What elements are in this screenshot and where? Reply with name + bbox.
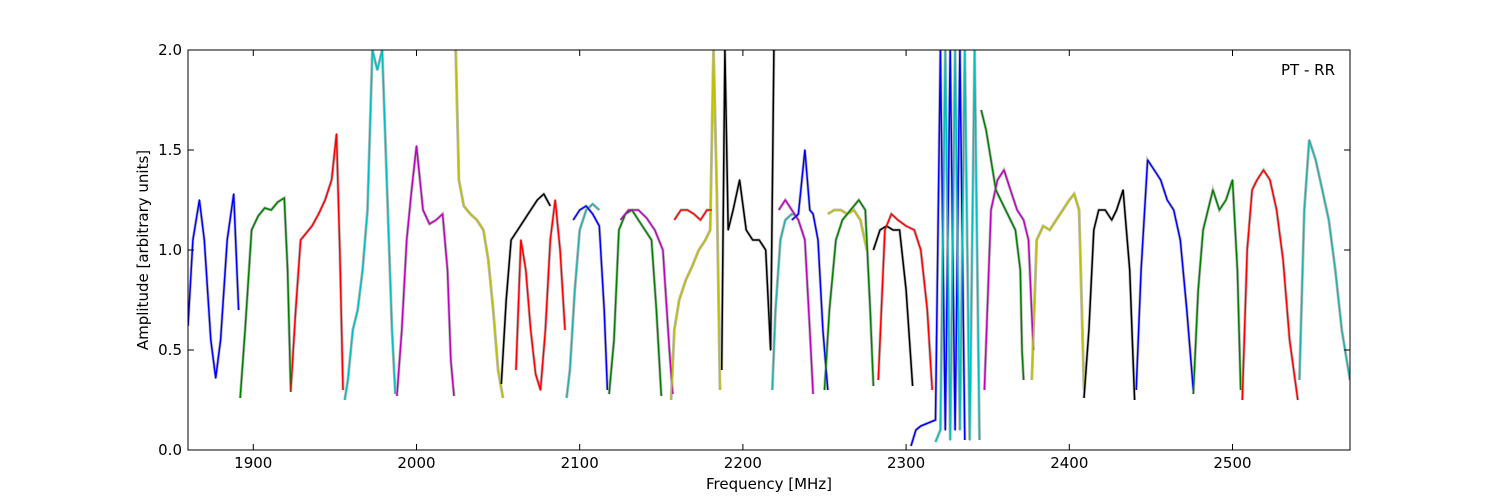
series-line-10 — [572, 205, 609, 391]
y-axis-label: Amplitude [arbitrary units] — [134, 150, 152, 350]
series-line-16 — [771, 213, 799, 391]
x-tick-label: 2100 — [561, 454, 599, 472]
series-line-12 — [619, 209, 674, 395]
series-line-1 — [188, 193, 240, 379]
series-line-13 — [670, 50, 721, 401]
series-line-3 — [290, 133, 344, 391]
y-tick-label: 2.0 — [158, 41, 182, 59]
series-line-15 — [720, 50, 775, 371]
background-trace-11 — [607, 207, 663, 397]
series-line-32 — [1298, 139, 1350, 381]
x-tick-label: 2200 — [724, 454, 762, 472]
y-tick-label: 1.0 — [158, 241, 182, 259]
y-tick-label: 0.5 — [158, 341, 182, 359]
axes-frame — [187, 49, 1351, 451]
x-axis-label: Frequency [MHz] — [706, 475, 832, 493]
plot-area — [188, 50, 1350, 447]
background-trace-9 — [565, 201, 601, 399]
series-line-4 — [343, 50, 397, 401]
series-line-24 — [934, 50, 981, 443]
axis-ticks: 1900 2000 2100 2200 2300 2400 2500 0.0 0.5 1.0 1.5… — [158, 41, 1350, 472]
x-tick-label: 2400 — [1050, 454, 1088, 472]
chart-annotation: PT - RR — [1281, 61, 1335, 79]
series-line-20 — [823, 199, 875, 391]
x-tick-label: 2300 — [887, 454, 925, 472]
series-line-26 — [980, 109, 1025, 381]
series-line-2 — [239, 197, 292, 399]
y-tick-label: 1.5 — [158, 141, 182, 159]
series-line-17 — [778, 199, 814, 395]
series-line-27 — [1031, 193, 1085, 391]
series-line-9 — [565, 203, 600, 399]
y-tick-label: 0.0 — [158, 441, 182, 459]
background-trace-12 — [619, 208, 675, 395]
x-tick-label: 1900 — [234, 454, 272, 472]
series-line-7 — [500, 193, 551, 385]
background-trace-15 — [720, 50, 776, 371]
background-trace-28 — [1082, 189, 1137, 401]
x-tick-label: 2000 — [397, 454, 435, 472]
background-trace-22 — [876, 211, 934, 391]
series-line-25 — [983, 169, 1035, 391]
series-line-6 — [454, 50, 504, 399]
series-line-8 — [515, 199, 566, 391]
x-tick-label: 2500 — [1213, 454, 1251, 472]
series-line-23 — [910, 50, 966, 447]
series-line-31 — [1241, 169, 1299, 401]
series-line-14 — [673, 209, 712, 221]
series-line-5 — [396, 145, 455, 397]
series-line-22 — [877, 213, 933, 391]
series-line-21 — [872, 225, 914, 387]
series-line-11 — [608, 209, 663, 397]
background-trace-27 — [1030, 190, 1086, 391]
series-line-18 — [791, 149, 829, 391]
series-line-28 — [1083, 189, 1136, 401]
series-line-30 — [1192, 179, 1242, 395]
series-line-29 — [1135, 159, 1195, 391]
